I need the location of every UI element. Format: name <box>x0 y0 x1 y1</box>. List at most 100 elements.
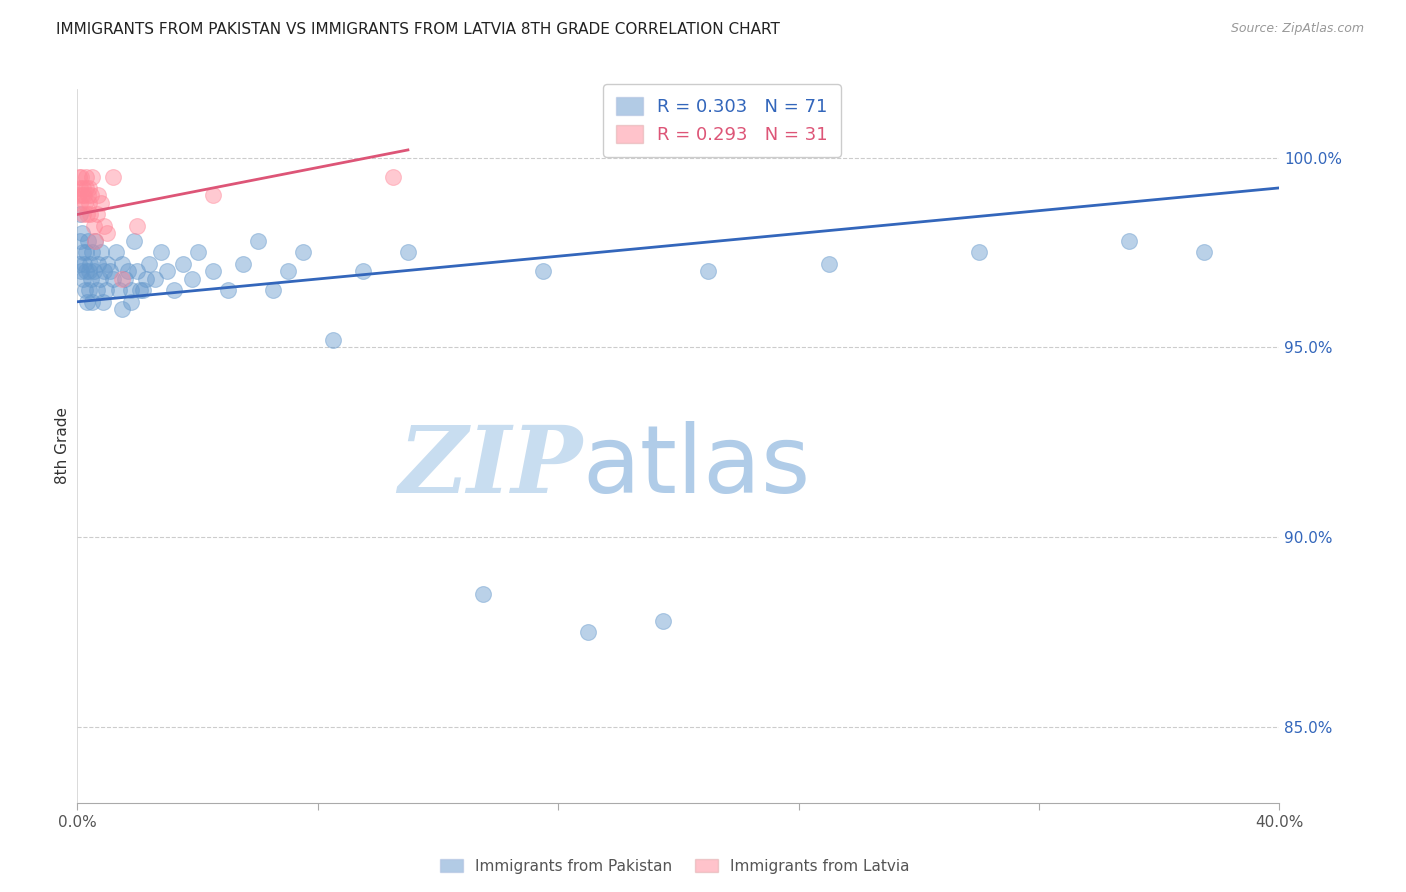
Point <box>127 264 149 278</box>
Point <box>576 625 599 640</box>
Point <box>70 264 93 278</box>
Point <box>80 272 103 286</box>
Point <box>93 219 115 233</box>
Point <box>96 227 118 241</box>
Point <box>103 272 125 286</box>
Point <box>87 257 110 271</box>
Point <box>1118 234 1140 248</box>
Point <box>232 257 254 271</box>
Point <box>75 264 97 278</box>
Legend: Immigrants from Pakistan, Immigrants from Latvia: Immigrants from Pakistan, Immigrants fro… <box>434 853 915 880</box>
Point <box>531 264 554 278</box>
Point <box>120 284 142 298</box>
Point <box>79 257 101 271</box>
Point <box>77 284 100 298</box>
Point <box>100 264 122 278</box>
Point <box>129 284 152 298</box>
Point <box>90 245 112 260</box>
Point <box>697 264 720 278</box>
Point <box>69 196 91 211</box>
Point <box>76 207 98 221</box>
Point <box>127 219 149 233</box>
Legend: R = 0.303   N = 71, R = 0.293   N = 31: R = 0.303 N = 71, R = 0.293 N = 31 <box>603 84 841 157</box>
Point <box>217 284 239 298</box>
Point <box>83 219 105 233</box>
Point <box>91 294 114 309</box>
Point <box>135 272 157 286</box>
Point <box>114 272 136 286</box>
Point <box>73 284 96 298</box>
Point <box>69 234 91 248</box>
Point <box>69 181 91 195</box>
Point <box>352 264 374 278</box>
Point <box>322 333 344 347</box>
Text: IMMIGRANTS FROM PAKISTAN VS IMMIGRANTS FROM LATVIA 8TH GRADE CORRELATION CHART: IMMIGRANTS FROM PAKISTAN VS IMMIGRANTS F… <box>56 22 780 37</box>
Point <box>111 257 134 271</box>
Point <box>67 257 90 271</box>
Point <box>138 257 160 271</box>
Point <box>86 207 108 221</box>
Point <box>111 302 134 317</box>
Point <box>86 284 108 298</box>
Point <box>75 181 97 195</box>
Point <box>82 294 104 309</box>
Point <box>187 245 209 260</box>
Point <box>82 169 104 184</box>
Point <box>96 257 118 271</box>
Point <box>67 188 90 202</box>
Point <box>105 245 128 260</box>
Point <box>72 245 94 260</box>
Point <box>70 188 93 202</box>
Point <box>172 257 194 271</box>
Point <box>87 188 110 202</box>
Point <box>80 245 103 260</box>
Point <box>72 272 94 286</box>
Point <box>108 284 131 298</box>
Point <box>201 188 224 202</box>
Point <box>94 284 117 298</box>
Point <box>69 207 91 221</box>
Point <box>652 614 675 628</box>
Y-axis label: 8th Grade: 8th Grade <box>55 408 70 484</box>
Text: ZIP: ZIP <box>398 423 582 512</box>
Point <box>145 272 167 286</box>
Point <box>79 207 101 221</box>
Point <box>246 234 269 248</box>
Point <box>967 245 990 260</box>
Point <box>93 264 115 278</box>
Point <box>124 234 146 248</box>
Point <box>80 188 103 202</box>
Point <box>132 284 155 298</box>
Point <box>76 294 98 309</box>
Point <box>79 264 101 278</box>
Point <box>396 245 419 260</box>
Point <box>75 169 97 184</box>
Point <box>73 196 96 211</box>
Point <box>180 272 202 286</box>
Point <box>277 264 299 278</box>
Point <box>70 169 93 184</box>
Point <box>111 272 134 286</box>
Point <box>73 257 96 271</box>
Point <box>162 284 184 298</box>
Point <box>150 245 173 260</box>
Text: atlas: atlas <box>582 421 810 514</box>
Point <box>84 234 107 248</box>
Point <box>73 188 96 202</box>
Point <box>472 587 495 601</box>
Point <box>72 181 94 195</box>
Point <box>72 207 94 221</box>
Point <box>75 245 97 260</box>
Point <box>201 264 224 278</box>
Point <box>817 257 839 271</box>
Point <box>67 169 90 184</box>
Point <box>76 234 98 248</box>
Point <box>79 181 101 195</box>
Point <box>117 264 139 278</box>
Point <box>1194 245 1216 260</box>
Point <box>70 227 93 241</box>
Point <box>83 264 105 278</box>
Point <box>103 169 125 184</box>
Point <box>90 196 112 211</box>
Point <box>84 234 107 248</box>
